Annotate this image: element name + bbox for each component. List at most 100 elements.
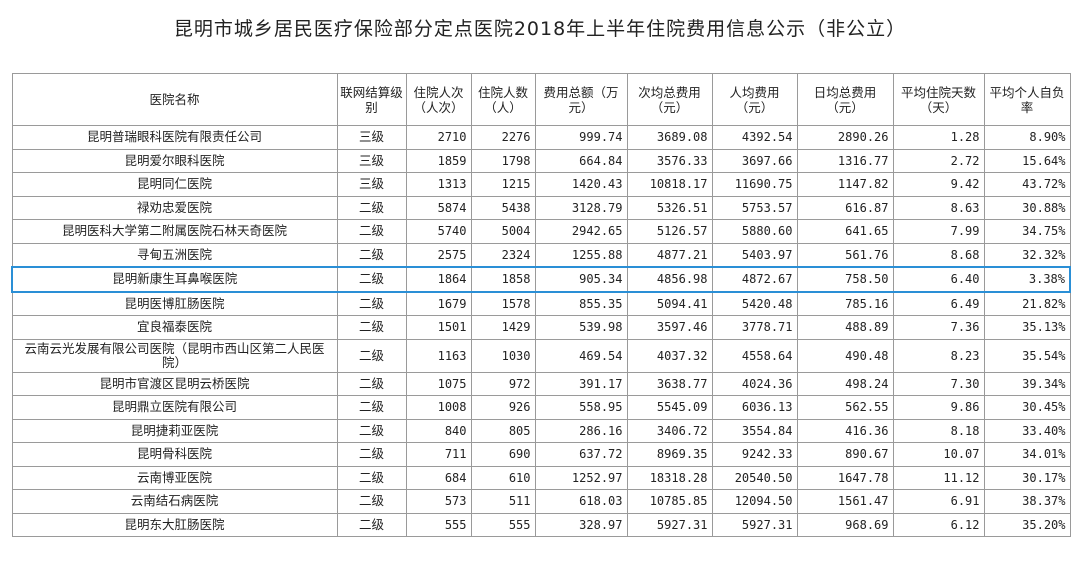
value-cell: 618.03	[534, 489, 628, 514]
value-cell: 8.18	[892, 418, 985, 443]
value-cell: 999.74	[534, 125, 628, 150]
table-row: 禄劝忠爱医院 二级 5874 5438 3128.79 5326.51 5753.57 616…	[11, 195, 1071, 220]
level-cell: 二级	[336, 242, 407, 268]
value-cell: 498.24	[796, 371, 894, 396]
value-cell: 5545.09	[626, 395, 713, 420]
value-cell: 6.12	[892, 512, 985, 537]
value-cell: 1859	[405, 148, 472, 173]
value-cell: 15.64%	[983, 148, 1071, 173]
value-cell: 3689.08	[626, 125, 713, 150]
value-cell: 10785.85	[626, 489, 713, 514]
value-cell: 1316.77	[796, 148, 894, 173]
value-cell: 1647.78	[796, 465, 894, 490]
level-cell: 二级	[336, 465, 407, 490]
table-row: 宜良福泰医院 二级 1501 1429 539.98 3597.46 3778.71 488.…	[11, 315, 1071, 340]
value-cell: 1075	[405, 371, 472, 396]
table-row: 昆明新康生耳鼻喉医院 二级 1864 1858 905.34 4856.98 4872.67…	[11, 266, 1071, 293]
value-cell: 972	[470, 371, 536, 396]
hospital-name-cell: 昆明新康生耳鼻喉医院	[11, 266, 338, 293]
value-cell: 3128.79	[534, 195, 628, 220]
value-cell: 2575	[405, 242, 472, 268]
value-cell: 558.95	[534, 395, 628, 420]
hospital-name-cell: 昆明骨科医院	[11, 442, 338, 467]
level-cell: 三级	[336, 148, 407, 173]
value-cell: 5927.31	[626, 512, 713, 537]
value-cell: 555	[470, 512, 536, 537]
table-row: 云南博亚医院 二级 684 610 1252.97 18318.28 20540.50 164…	[11, 465, 1071, 490]
value-cell: 7.99	[892, 219, 985, 244]
value-cell: 490.48	[796, 338, 894, 373]
value-cell: 4558.64	[711, 338, 798, 373]
level-cell: 二级	[336, 442, 407, 467]
value-cell: 7.36	[892, 315, 985, 340]
column-header: 日均总费用（元）	[796, 73, 894, 126]
hospital-name-cell: 云南结石病医院	[11, 489, 338, 514]
value-cell: 561.76	[796, 242, 894, 268]
value-cell: 1679	[405, 291, 472, 316]
value-cell: 5438	[470, 195, 536, 220]
value-cell: 1163	[405, 338, 472, 373]
value-cell: 664.84	[534, 148, 628, 173]
value-cell: 2276	[470, 125, 536, 150]
value-cell: 5126.57	[626, 219, 713, 244]
level-cell: 二级	[336, 338, 407, 373]
value-cell: 6.91	[892, 489, 985, 514]
column-header: 人均费用（元）	[711, 73, 798, 126]
value-cell: 30.88%	[983, 195, 1071, 220]
value-cell: 926	[470, 395, 536, 420]
value-cell: 6.40	[892, 266, 985, 293]
column-header: 住院人数（人）	[470, 73, 536, 126]
hospital-name-cell: 昆明市官渡区昆明云桥医院	[11, 371, 338, 396]
hospital-name-cell: 昆明医博肛肠医院	[11, 291, 338, 316]
value-cell: 488.89	[796, 315, 894, 340]
value-cell: 511	[470, 489, 536, 514]
value-cell: 391.17	[534, 371, 628, 396]
value-cell: 855.35	[534, 291, 628, 316]
value-cell: 4872.67	[711, 266, 798, 293]
value-cell: 1147.82	[796, 172, 894, 197]
value-cell: 1864	[405, 266, 472, 293]
value-cell: 5403.97	[711, 242, 798, 268]
value-cell: 1.28	[892, 125, 985, 150]
hospital-name-cell: 昆明捷莉亚医院	[11, 418, 338, 443]
value-cell: 2710	[405, 125, 472, 150]
value-cell: 11.12	[892, 465, 985, 490]
value-cell: 968.69	[796, 512, 894, 537]
value-cell: 9242.33	[711, 442, 798, 467]
value-cell: 5874	[405, 195, 472, 220]
value-cell: 5880.60	[711, 219, 798, 244]
hospital-name-cell: 寻甸五洲医院	[11, 242, 338, 268]
hospital-cost-table: 医院名称 联网结算级别 住院人次（人次） 住院人数（人） 费用总额（万元） 次均总费用（元…	[11, 73, 1071, 537]
value-cell: 43.72%	[983, 172, 1071, 197]
value-cell: 34.75%	[983, 219, 1071, 244]
value-cell: 8.63	[892, 195, 985, 220]
value-cell: 5420.48	[711, 291, 798, 316]
level-cell: 二级	[336, 219, 407, 244]
value-cell: 9.42	[892, 172, 985, 197]
value-cell: 641.65	[796, 219, 894, 244]
table-row: 昆明捷莉亚医院 二级 840 805 286.16 3406.72 3554.84 416.3…	[11, 418, 1071, 443]
value-cell: 4877.21	[626, 242, 713, 268]
value-cell: 5004	[470, 219, 536, 244]
value-cell: 10.07	[892, 442, 985, 467]
column-header: 平均个人自负率	[983, 73, 1071, 126]
value-cell: 1858	[470, 266, 536, 293]
value-cell: 1255.88	[534, 242, 628, 268]
column-header: 医院名称	[11, 73, 338, 126]
table-row: 昆明东大肛肠医院 二级 555 555 328.97 5927.31 5927.31 968.…	[11, 512, 1071, 537]
value-cell: 30.17%	[983, 465, 1071, 490]
value-cell: 905.34	[534, 266, 628, 293]
table-row: 云南结石病医院 二级 573 511 618.03 10785.85 12094.50 156…	[11, 489, 1071, 514]
level-cell: 二级	[336, 512, 407, 537]
value-cell: 1313	[405, 172, 472, 197]
table-body: 昆明普瑞眼科医院有限责任公司 三级 2710 2276 999.74 3689.08 439…	[11, 125, 1071, 537]
value-cell: 33.40%	[983, 418, 1071, 443]
table-row: 昆明同仁医院 三级 1313 1215 1420.43 10818.17 11690.75 1…	[11, 172, 1071, 197]
value-cell: 3638.77	[626, 371, 713, 396]
table-row: 昆明医博肛肠医院 二级 1679 1578 855.35 5094.41 5420.48 78…	[11, 291, 1071, 316]
value-cell: 18318.28	[626, 465, 713, 490]
value-cell: 7.30	[892, 371, 985, 396]
column-header: 费用总额（万元）	[534, 73, 628, 126]
value-cell: 3576.33	[626, 148, 713, 173]
table-row: 昆明鼎立医院有限公司 二级 1008 926 558.95 5545.09 6036.13 5…	[11, 395, 1071, 420]
